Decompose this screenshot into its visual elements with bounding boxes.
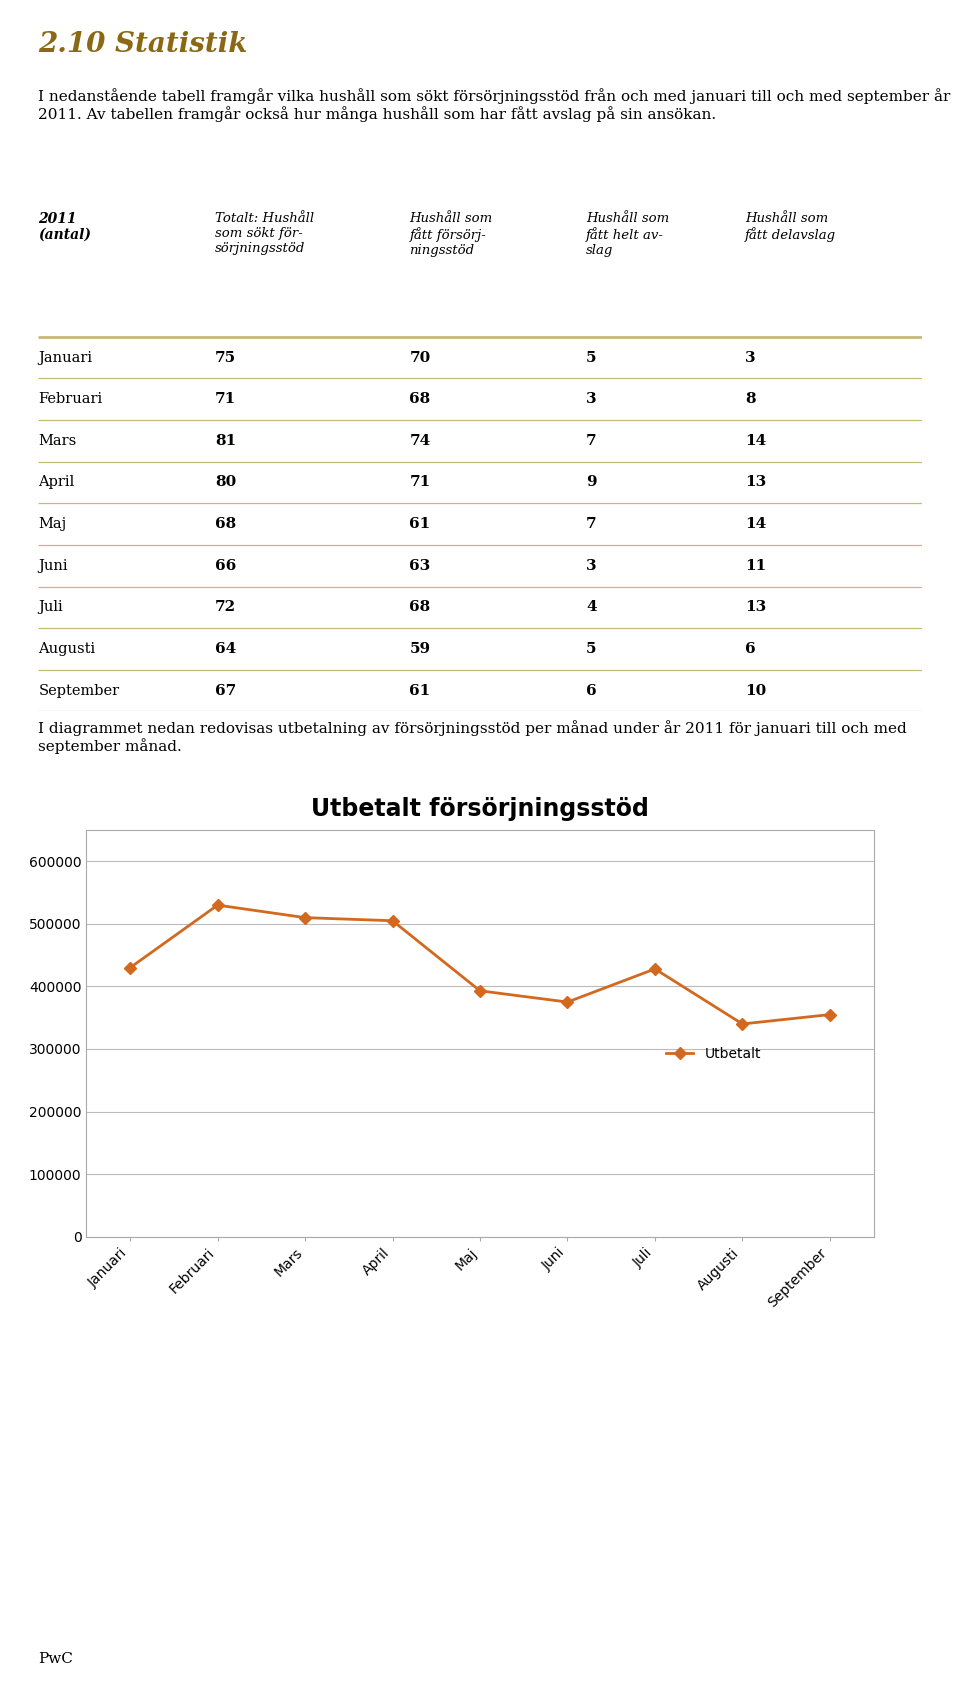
Text: 64: 64 (215, 642, 236, 656)
Text: 3: 3 (745, 351, 756, 364)
Text: 81: 81 (215, 434, 236, 447)
Text: 7: 7 (586, 434, 596, 447)
Text: 14: 14 (745, 517, 766, 532)
Text: 2.10 Statistik: 2.10 Statistik (38, 30, 248, 58)
Text: Hushåll som
fått delavslag: Hushåll som fått delavslag (745, 212, 836, 242)
Text: 75: 75 (215, 351, 236, 364)
Text: 9: 9 (586, 476, 596, 490)
Text: 61: 61 (409, 517, 431, 532)
Text: 14: 14 (745, 434, 766, 447)
Text: 71: 71 (409, 476, 431, 490)
Text: 13: 13 (745, 600, 766, 615)
Text: Juni: Juni (38, 559, 68, 573)
Text: Februari: Februari (38, 391, 103, 407)
Text: April: April (38, 476, 75, 490)
Text: 68: 68 (409, 600, 431, 615)
Text: 2011
(antal): 2011 (antal) (38, 212, 91, 242)
Text: Totalt: Hushåll
som sökt för-
sörjningsstöd: Totalt: Hushåll som sökt för- sörjningss… (215, 212, 314, 254)
Text: 70: 70 (409, 351, 431, 364)
Text: 68: 68 (215, 517, 236, 532)
Text: September: September (38, 684, 120, 698)
Text: 10: 10 (745, 684, 766, 698)
Text: 11: 11 (745, 559, 766, 573)
Text: 4: 4 (586, 600, 596, 615)
Text: Augusti: Augusti (38, 642, 96, 656)
Text: Januari: Januari (38, 351, 92, 364)
Text: 5: 5 (586, 642, 596, 656)
Text: 74: 74 (409, 434, 431, 447)
Text: 7: 7 (586, 517, 596, 532)
Text: 3: 3 (586, 559, 596, 573)
Text: 61: 61 (409, 684, 431, 698)
Text: PwC: PwC (38, 1652, 73, 1667)
Title: Utbetalt försörjningsstöd: Utbetalt försörjningsstöd (311, 798, 649, 822)
Text: 63: 63 (409, 559, 431, 573)
Legend: Utbetalt: Utbetalt (660, 1042, 767, 1066)
Text: 6: 6 (745, 642, 756, 656)
Text: Mars: Mars (38, 434, 77, 447)
Text: 13: 13 (745, 476, 766, 490)
Text: 5: 5 (586, 351, 596, 364)
Text: Hushåll som
fått helt av-
slag: Hushåll som fått helt av- slag (586, 212, 669, 257)
Text: 71: 71 (215, 391, 236, 407)
Text: I diagrammet nedan redovisas utbetalning av försörjningsstöd per månad under år : I diagrammet nedan redovisas utbetalning… (38, 720, 907, 754)
Text: 6: 6 (586, 684, 596, 698)
Text: 80: 80 (215, 476, 236, 490)
Text: 67: 67 (215, 684, 236, 698)
Text: I nedanstående tabell framgår vilka hushåll som sökt försörjningsstöd från och m: I nedanstående tabell framgår vilka hush… (38, 88, 950, 122)
Text: 68: 68 (409, 391, 431, 407)
Text: 3: 3 (586, 391, 596, 407)
Text: 66: 66 (215, 559, 236, 573)
Text: 72: 72 (215, 600, 236, 615)
Text: Maj: Maj (38, 517, 66, 532)
Text: Hushåll som
fått försörj-
ningsstöd: Hushåll som fått försörj- ningsstöd (409, 212, 492, 257)
Text: Juli: Juli (38, 600, 63, 615)
Text: 8: 8 (745, 391, 756, 407)
Text: 59: 59 (409, 642, 430, 656)
